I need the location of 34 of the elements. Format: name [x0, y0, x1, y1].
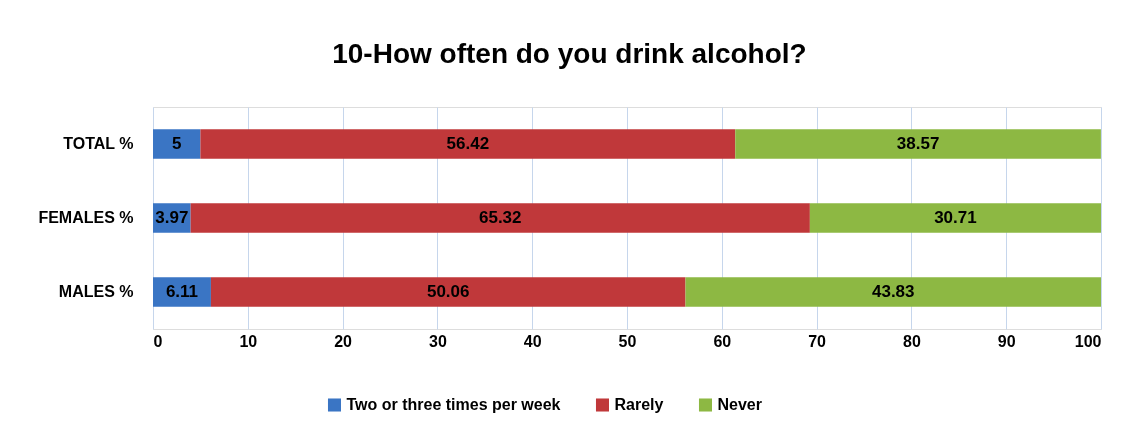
y-tick-label: FEMALES %	[38, 209, 134, 226]
x-tick-label: 10	[239, 332, 258, 350]
bar	[685, 277, 1101, 307]
data-label: 50.06	[426, 282, 470, 301]
data-label: 38.57	[896, 134, 940, 153]
x-tick-label: 40	[523, 332, 542, 350]
x-tick-label: 50	[618, 332, 637, 350]
y-tick-label: MALES %	[58, 283, 134, 300]
bar	[200, 129, 736, 159]
legend-label: Two or three times per week	[346, 396, 561, 413]
chart-title: 10-How often do you drink alcohol?	[332, 38, 807, 69]
data-label: 3.97	[155, 208, 189, 227]
data-label: 56.42	[446, 134, 490, 153]
x-tick-label: 90	[997, 332, 1016, 350]
y-tick-label: TOTAL %	[63, 135, 134, 152]
data-label: 5	[171, 134, 182, 153]
x-tick-label: 60	[713, 332, 732, 350]
data-label: 43.83	[871, 282, 915, 301]
x-tick-label: 80	[903, 332, 921, 350]
bar	[153, 129, 201, 159]
legend-label: Never	[717, 396, 762, 413]
bar	[190, 203, 810, 233]
bar	[210, 277, 686, 307]
bar	[809, 203, 1101, 233]
x-tick-label: 70	[808, 332, 827, 350]
data-label: 65.32	[478, 208, 522, 227]
data-label: 30.71	[934, 208, 977, 227]
x-tick-label: 20	[334, 332, 353, 350]
x-tick-label: 0	[153, 332, 163, 350]
legend-label: Rarely	[614, 396, 664, 413]
bar	[735, 129, 1101, 159]
x-tick-label: 100	[1074, 332, 1102, 350]
data-label: 6.11	[165, 282, 199, 301]
x-tick-label: 30	[429, 332, 447, 350]
